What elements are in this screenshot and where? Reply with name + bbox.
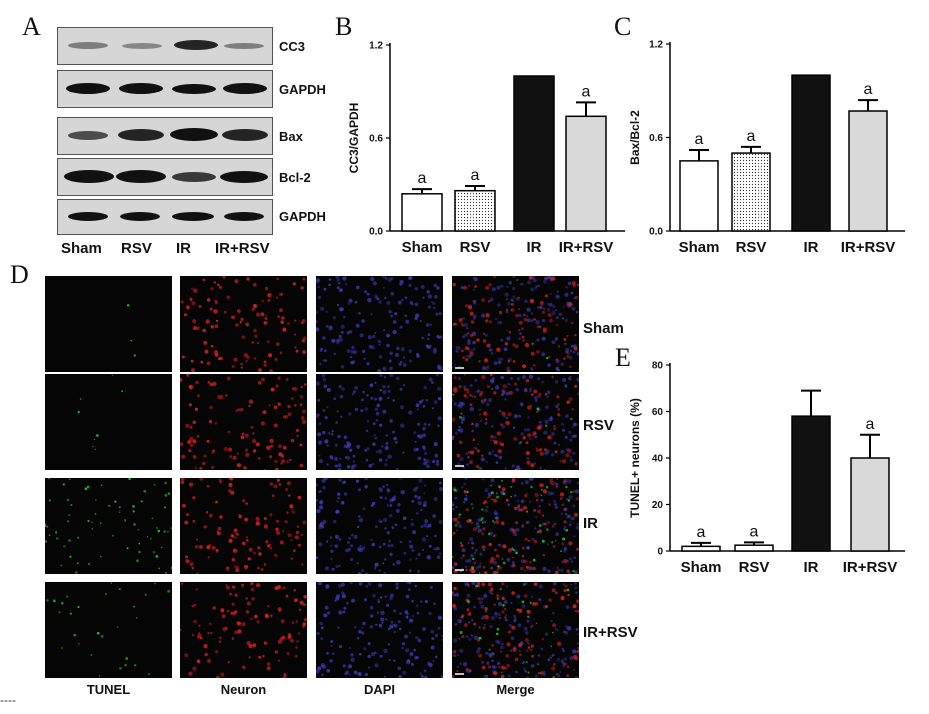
bar-c-3: [848, 110, 888, 232]
panel-label-e: E: [615, 343, 631, 372]
blot-label-gapdh-1: GAPDH: [279, 82, 326, 97]
x-category-e-2: IR: [804, 559, 819, 576]
y-tick-label-e: 0: [657, 547, 663, 558]
micrograph-ir-rsv-dapi: [316, 582, 443, 678]
footer-dash: ----: [0, 693, 16, 707]
panel-label-d: D: [10, 260, 29, 289]
micro-col-label-tunel: TUNEL: [86, 682, 131, 697]
panel-label-c: C: [614, 12, 632, 41]
panel-label-b: B: [335, 12, 353, 41]
micro-row-label-rsv: RSV: [583, 417, 614, 434]
bar-e-1: [734, 544, 774, 552]
blot-label-bax: Bax: [279, 129, 303, 144]
bar-c-1: [731, 152, 771, 232]
significance-b-3: a: [582, 83, 591, 100]
micrograph-ir-rsv-merge: [452, 582, 579, 678]
y-tick-label-c: 0.6: [649, 133, 663, 144]
chart-b: 0.0 0.6 1.2 CC3/GAPDH a Sham a RSV IR a IR+RSV: [347, 41, 625, 256]
micrograph-ir-rsv-tunel: [45, 582, 172, 678]
y-tick-label-e: 20: [652, 500, 664, 511]
micrograph-ir-tunel: [45, 478, 172, 574]
y-tick-label-e: 40: [652, 454, 664, 465]
chart-e: 0 20 40 60 80 TUNEL+ neurons (%) a Sham a RSV IR a I…: [628, 361, 905, 576]
x-category-b-3: IR+RSV: [559, 239, 614, 256]
x-category-c-0: Sham: [679, 239, 720, 256]
significance-e-0: a: [697, 524, 706, 541]
bar-e-0: [681, 545, 721, 552]
micrograph-sham-dapi: [316, 276, 443, 372]
blot-strip-bax: [57, 117, 273, 155]
x-category-b-1: RSV: [460, 239, 491, 256]
blot-strip-cc3: [57, 27, 273, 65]
micro-row-label-ir: IR: [583, 515, 598, 532]
significance-e-3: a: [866, 416, 875, 433]
lane-label-rsv: RSV: [121, 240, 152, 257]
panel-label-a: A: [22, 12, 41, 41]
micrograph-ir-rsv-neuron: [180, 582, 307, 678]
micrograph-ir-dapi: [316, 478, 443, 574]
lane-label-ir-rsv: IR+RSV: [215, 240, 270, 257]
micro-col-label-neuron: Neuron: [220, 682, 267, 697]
chart-c: 0.0 0.6 1.2 Bax/Bcl-2 a Sham a RSV IR a IR+RSV: [628, 40, 905, 256]
bar-c-0: [679, 160, 719, 232]
micro-col-label-merge: Merge: [496, 682, 535, 697]
significance-c-1: a: [747, 128, 756, 145]
micrograph-rsv-merge: [452, 374, 579, 470]
x-category-c-3: IR+RSV: [841, 239, 896, 256]
x-category-e-3: IR+RSV: [843, 559, 898, 576]
blot-label-cc3: CC3: [279, 39, 306, 54]
bar-b-3: [565, 115, 607, 232]
significance-c-0: a: [695, 131, 704, 148]
y-tick-label-b: 0.0: [369, 227, 383, 238]
micro-row-label-ir-rsv: IR+RSV: [583, 624, 638, 641]
bar-e-2: [791, 415, 831, 552]
micrograph-sham-tunel: [45, 276, 172, 372]
significance-e-1: a: [750, 523, 759, 540]
lane-label-ir: IR: [176, 240, 191, 257]
lane-label-sham: Sham: [61, 240, 102, 257]
x-category-e-0: Sham: [681, 559, 722, 576]
bar-b-1: [454, 189, 496, 232]
significance-b-1: a: [471, 167, 480, 184]
micrograph-ir-merge: [452, 478, 579, 574]
micrograph-sham-merge: [452, 276, 579, 372]
micrograph-ir-neuron: [180, 478, 307, 574]
significance-c-3: a: [864, 81, 873, 98]
x-category-b-0: Sham: [402, 239, 443, 256]
y-tick-label-c: 0.0: [649, 227, 663, 238]
bar-b-0: [401, 193, 443, 232]
y-tick-label-b: 1.2: [369, 41, 383, 52]
significance-b-0: a: [418, 170, 427, 187]
x-category-b-2: IR: [527, 239, 542, 256]
blot-strip-gapdh-1: [57, 70, 273, 108]
y-tick-label-e: 80: [652, 361, 664, 372]
y-axis-title-c: Bax/Bcl-2: [628, 110, 642, 165]
blot-strip-gapdh-2: [57, 199, 273, 235]
bar-c-2: [791, 74, 831, 232]
micro-row-label-sham: Sham: [583, 320, 624, 337]
micrograph-sham-neuron: [180, 276, 307, 372]
x-category-e-1: RSV: [739, 559, 770, 576]
bar-b-2: [513, 75, 555, 232]
micrograph-rsv-dapi: [316, 374, 443, 470]
blot-strip-bcl2: [57, 158, 273, 196]
blot-label-bcl2: Bcl-2: [279, 170, 311, 185]
micro-col-label-dapi: DAPI: [363, 682, 396, 697]
micrograph-rsv-tunel: [45, 374, 172, 470]
y-tick-label-c: 1.2: [649, 40, 663, 51]
y-tick-label-b: 0.6: [369, 134, 383, 145]
y-axis-title-e: TUNEL+ neurons (%): [628, 398, 642, 518]
y-tick-label-e: 60: [652, 407, 664, 418]
bar-e-3: [850, 457, 890, 552]
micrograph-rsv-neuron: [180, 374, 307, 470]
blot-label-gapdh-2: GAPDH: [279, 209, 326, 224]
x-category-c-1: RSV: [736, 239, 767, 256]
y-axis-title-b: CC3/GAPDH: [347, 103, 361, 174]
x-category-c-2: IR: [804, 239, 819, 256]
